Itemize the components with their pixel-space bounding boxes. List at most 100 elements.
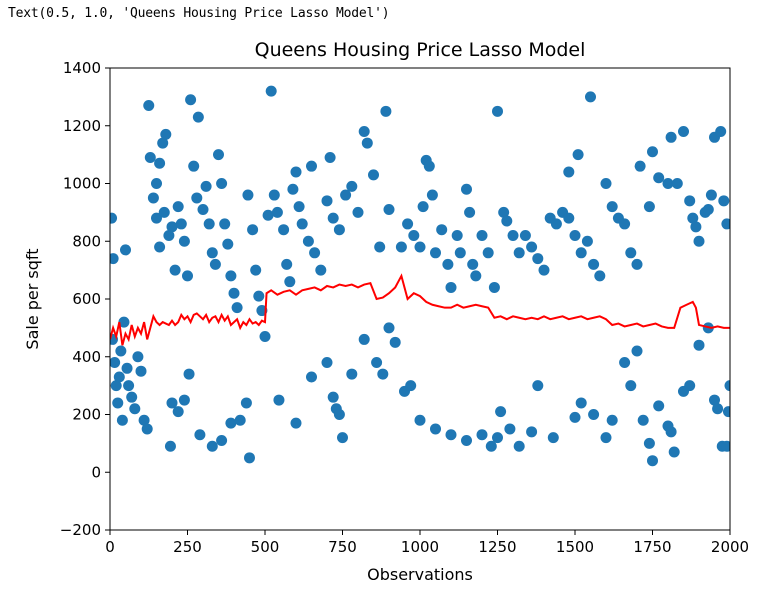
scatter-point [461,434,472,446]
scatter-point [302,235,314,247]
scatter-point [222,238,234,250]
scatter-point [191,192,203,204]
x-tick-label: 0 [105,538,115,556]
x-tick-label: 1750 [633,538,671,556]
scatter-point [684,380,696,392]
scatter-point [678,126,689,138]
scatter-point [242,189,254,201]
scatter-point [216,434,228,446]
x-tick-label: 2000 [711,538,749,556]
y-tick-label: 600 [72,290,101,308]
scatter-point [575,397,587,409]
scatter-point [188,160,200,172]
scatter-point [702,203,714,215]
scatter-point [290,417,302,429]
scatter-point [643,437,655,449]
scatter-point [619,218,631,230]
scatter-point [606,414,618,426]
scatter-point [231,302,243,314]
scatter-point [600,178,612,189]
x-tick-label: 1000 [401,538,439,556]
scatter-point [495,406,507,418]
scatter-point [383,322,395,334]
scatter-point [281,258,293,270]
scatter-point [445,281,457,293]
scatter-point [665,131,677,143]
scatter-point [631,345,643,357]
scatter-point [253,290,265,302]
scatter-point [693,235,705,247]
y-tick-label: 400 [72,348,101,366]
scatter-point [631,258,643,270]
x-axis-label: Observations [367,565,473,584]
scatter-point [112,397,124,409]
scatter-point [225,270,237,282]
scatter-point [110,253,119,265]
scatter-point [169,264,181,276]
scatter-point [585,91,596,103]
scatter-point [374,241,386,253]
scatter-point [290,166,302,178]
scatter-point [321,195,333,207]
scatter-point [721,218,730,230]
scatter-point [470,270,482,282]
scatter-point [271,206,283,218]
scatter-point [268,189,280,201]
scatter-point [129,403,141,415]
scatter-point [118,316,130,328]
scatter-point [402,218,414,230]
scatter-point [262,209,274,221]
scatter-point [454,247,466,259]
cell-output-text: Text(0.5, 1.0, 'Queens Housing Price Las… [8,6,390,21]
x-tick-label: 250 [173,538,202,556]
scatter-point [158,206,170,218]
scatter-point [532,380,544,392]
scatter-point [476,429,488,441]
y-tick-label: 0 [91,463,101,481]
scatter-point [141,423,153,435]
scatter-point [296,218,308,230]
scatter-point [442,258,454,270]
scatter-point [485,440,497,452]
scatter-point [492,432,503,444]
x-tick-label: 750 [328,538,357,556]
scatter-point [436,224,448,236]
scatter-point [647,455,658,467]
scatter-point [423,160,435,172]
scatter-point [513,440,525,452]
scatter-point [718,195,730,207]
scatter-point [172,406,184,418]
scatter-point [668,446,680,458]
scatter-point [653,400,665,412]
scatter-point [588,409,600,420]
scatter-point [166,221,178,233]
scatter-point [588,258,600,270]
scatter-point [634,160,646,172]
scatter-point [352,206,364,218]
scatter-point [526,241,538,253]
scatter-point [430,247,441,259]
scatter-point [722,406,730,418]
scatter-point [194,429,206,441]
scatter-point [346,368,358,380]
scatter-point [154,157,166,169]
scatter-point [498,206,510,218]
scatter-point [705,189,717,201]
scatter-point [476,229,488,241]
scatter-point [247,224,259,236]
scatter-point [594,270,606,282]
scatter-point [346,180,358,192]
scatter-point [126,391,138,403]
scatter-point [606,201,618,213]
scatter-point [693,339,705,351]
scatter-point [132,351,144,363]
scatter-point [619,357,631,369]
scatter-point [665,426,677,438]
scatter-point [166,397,178,409]
x-tick-label: 1250 [478,538,516,556]
scatter-point [206,247,218,259]
scatter-point [327,212,339,224]
scatter-point [492,105,503,117]
scatter-point [278,224,290,236]
scatter-point [504,423,516,435]
